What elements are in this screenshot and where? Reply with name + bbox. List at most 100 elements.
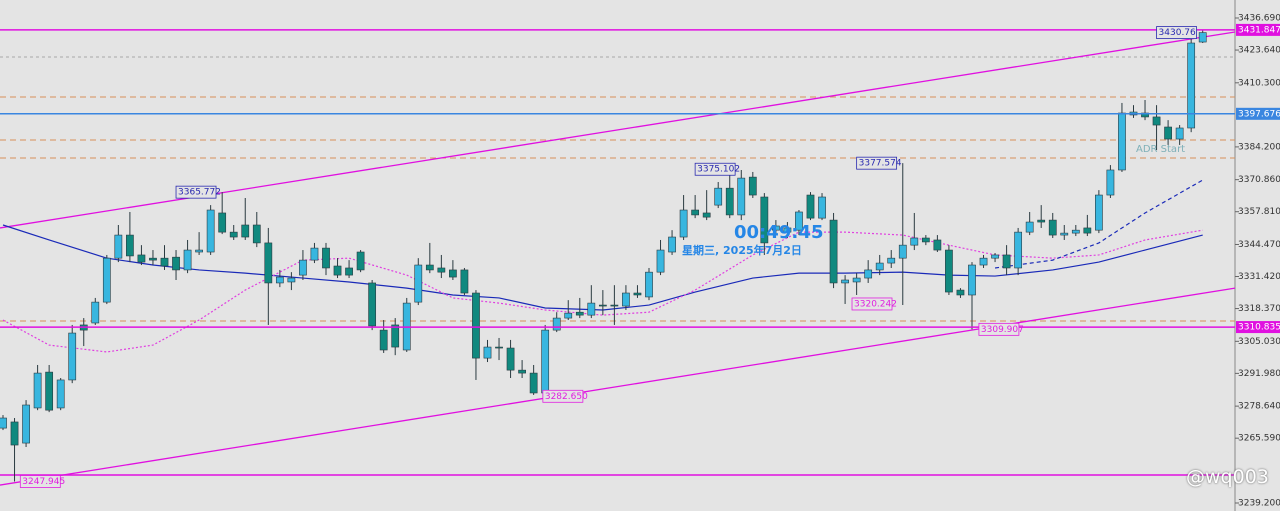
candle-body xyxy=(552,317,561,331)
level-label: 3431.847 xyxy=(1238,25,1280,35)
candle-body xyxy=(391,324,400,348)
candle-body xyxy=(183,249,192,271)
candle-body xyxy=(841,279,849,284)
level-label: 3310.835 xyxy=(1238,323,1280,333)
candle-body xyxy=(1095,194,1103,231)
y-tick-label: 3357.810 xyxy=(1238,207,1280,217)
candle-body xyxy=(910,237,919,246)
candle-body xyxy=(68,332,77,381)
candle-body xyxy=(299,259,307,276)
moving-average xyxy=(994,179,1203,269)
price-label-box xyxy=(542,389,584,403)
candle-body xyxy=(22,404,30,444)
y-tick-label: 3318.370 xyxy=(1238,304,1280,314)
y-tick-label: 3370.860 xyxy=(1238,175,1280,185)
level-label: 3397.676 xyxy=(1238,109,1280,119)
candle-body xyxy=(126,234,134,257)
price-label: 3377.574 xyxy=(859,159,902,169)
candle-body xyxy=(333,265,342,276)
price-label-box xyxy=(856,156,898,170)
y-tick-label: 3305.030 xyxy=(1238,337,1280,347)
candle-body xyxy=(979,257,988,266)
candle-body xyxy=(10,421,19,446)
price-label: 3375.102 xyxy=(697,165,740,175)
y-tick-label: 3344.470 xyxy=(1238,240,1280,250)
candle-body xyxy=(714,187,723,206)
candle-body xyxy=(1014,231,1023,269)
candle-body xyxy=(137,254,146,263)
candle-body xyxy=(679,209,688,238)
candle-body xyxy=(518,369,526,374)
candle-body xyxy=(1187,42,1196,129)
candle-body xyxy=(1198,32,1207,43)
candle-body xyxy=(1106,169,1115,196)
candle-body xyxy=(956,289,965,296)
candle-body xyxy=(229,231,238,238)
y-tick-label: 3436.690 xyxy=(1238,14,1280,24)
candle-body xyxy=(437,267,446,273)
candle-body xyxy=(887,257,896,264)
candle-body xyxy=(656,249,665,273)
candle-body xyxy=(829,219,838,284)
candle-body xyxy=(725,187,734,216)
candle-body xyxy=(149,257,157,261)
candle-body xyxy=(0,417,7,429)
y-tick-label: 3291.980 xyxy=(1238,369,1280,379)
candle-body xyxy=(864,269,873,279)
candle-body xyxy=(1175,127,1184,140)
candle-body xyxy=(1002,254,1011,269)
candle-body xyxy=(795,211,803,231)
level-label-box xyxy=(1236,321,1280,334)
date: 星期三, 2025年7月2日 xyxy=(682,244,802,257)
candle-body xyxy=(852,277,861,283)
clock: 00:49:45 xyxy=(734,222,824,243)
price-label: 3247.945 xyxy=(22,477,65,487)
candle-body xyxy=(472,292,480,359)
price-label-box xyxy=(851,297,893,311)
y-tick-label: 3239.200 xyxy=(1238,498,1280,508)
watermark: @wq003 xyxy=(1186,466,1269,488)
candle-body xyxy=(818,196,826,219)
candle-body xyxy=(564,312,573,319)
candle-body xyxy=(737,177,746,216)
candle-body xyxy=(760,196,769,244)
candle-body xyxy=(322,247,330,269)
candle-body xyxy=(633,292,642,296)
candle-body xyxy=(195,249,203,253)
candle-body xyxy=(1071,229,1080,234)
y-tick-label: 3331.420 xyxy=(1238,272,1280,282)
candle-body xyxy=(1048,219,1057,236)
candle-body xyxy=(1025,221,1034,233)
y-tick-label: 3410.300 xyxy=(1238,78,1280,88)
candle-body xyxy=(1164,126,1172,140)
candle-body xyxy=(345,267,353,276)
candle-body xyxy=(529,372,538,394)
candle-body xyxy=(622,292,630,307)
candle-body xyxy=(691,209,700,216)
candle-body xyxy=(310,247,319,261)
candle-body xyxy=(968,264,976,296)
candle-body xyxy=(1037,219,1046,223)
candle-body xyxy=(275,276,284,284)
price-label: 3365.772 xyxy=(178,188,221,198)
candle-body xyxy=(206,209,215,253)
candle-body xyxy=(598,304,607,307)
candle-body xyxy=(506,347,515,371)
candle-body xyxy=(483,346,492,359)
y-tick-label: 3384.200 xyxy=(1238,142,1280,152)
candle-body xyxy=(875,262,884,271)
candle-body xyxy=(160,257,169,267)
price-label: 3430.76 xyxy=(1159,28,1196,38)
candle-body xyxy=(1083,227,1092,234)
candle-body xyxy=(172,256,180,271)
candle-body xyxy=(287,277,296,283)
candle-body xyxy=(1118,112,1126,171)
candle-body xyxy=(945,249,953,293)
candle-body xyxy=(379,329,388,351)
candle-body xyxy=(495,346,503,349)
adr-label: ADR Start xyxy=(1136,144,1186,155)
candle-body xyxy=(91,301,100,324)
candle-body xyxy=(460,269,469,294)
trend-line xyxy=(0,287,1236,486)
